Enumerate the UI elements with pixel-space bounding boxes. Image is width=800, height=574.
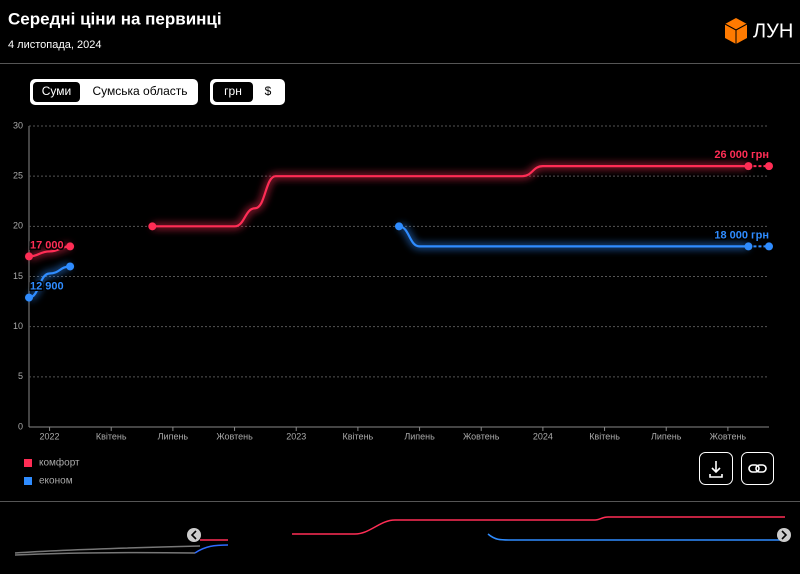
x-tick-label: Липень [651, 431, 682, 441]
logo[interactable]: ЛУН [724, 18, 793, 44]
point [148, 222, 157, 231]
legend-label: економ [39, 476, 73, 487]
y-tick-label: 10 [13, 321, 23, 331]
x-tick-label: 2023 [286, 431, 306, 441]
y-tick-label: 5 [18, 371, 23, 381]
x-tick-label: Жовтень [463, 431, 500, 441]
x-tick-label: 2024 [533, 431, 553, 441]
point [25, 293, 33, 302]
line-glow [28, 223, 749, 301]
x-tick-label: Квітень [589, 431, 620, 441]
point [25, 252, 33, 261]
chart-title: Середні ціни на первинці [8, 9, 222, 28]
y-tick-label: 20 [13, 221, 23, 231]
value-label: 18 000 грн [714, 229, 769, 241]
x-tick-label: Липень [158, 431, 189, 441]
download-button[interactable] [699, 452, 733, 485]
point [744, 162, 753, 171]
y-tick-label: 15 [13, 271, 23, 281]
link-button[interactable] [741, 452, 774, 485]
city-button[interactable]: Сумська область [93, 84, 188, 98]
y-tick-label: 30 [13, 120, 23, 130]
point [395, 222, 403, 231]
navigator[interactable] [14, 516, 791, 556]
point [765, 162, 773, 171]
x-tick-label: Квітень [96, 431, 127, 441]
y-tick-label: 0 [18, 421, 23, 431]
line-glow [28, 163, 749, 259]
x-tick-label: Липень [404, 431, 435, 441]
currency-button[interactable]: $ [265, 84, 272, 98]
x-tick-label: Жовтень [216, 431, 253, 441]
legend-swatch [24, 459, 32, 467]
line [28, 165, 749, 258]
y-tick-label: 25 [13, 171, 23, 181]
value-label: 12 900 [30, 280, 64, 292]
point [744, 242, 753, 251]
currency-button-active[interactable] [213, 82, 253, 102]
city-button[interactable]: Суми [42, 84, 71, 98]
legend-label: комфорт [39, 457, 80, 469]
x-tick-label: 2022 [40, 431, 60, 441]
logo-text: ЛУН [753, 20, 793, 42]
city-button-active[interactable] [33, 82, 80, 102]
point [66, 242, 75, 251]
x-tick-label: Жовтень [710, 431, 747, 441]
value-label: 26 000 грн [714, 149, 769, 161]
logo-icon-lines [724, 23, 748, 44]
line [28, 225, 749, 299]
subtitle: 4 листопада, 2024 [8, 39, 101, 51]
x-tick-label: Квітень [343, 431, 374, 441]
legend-swatch [24, 477, 32, 485]
value-label: 17 000 [30, 239, 64, 251]
point [765, 242, 773, 251]
point [66, 262, 75, 271]
currency-button[interactable]: грн [224, 84, 242, 98]
